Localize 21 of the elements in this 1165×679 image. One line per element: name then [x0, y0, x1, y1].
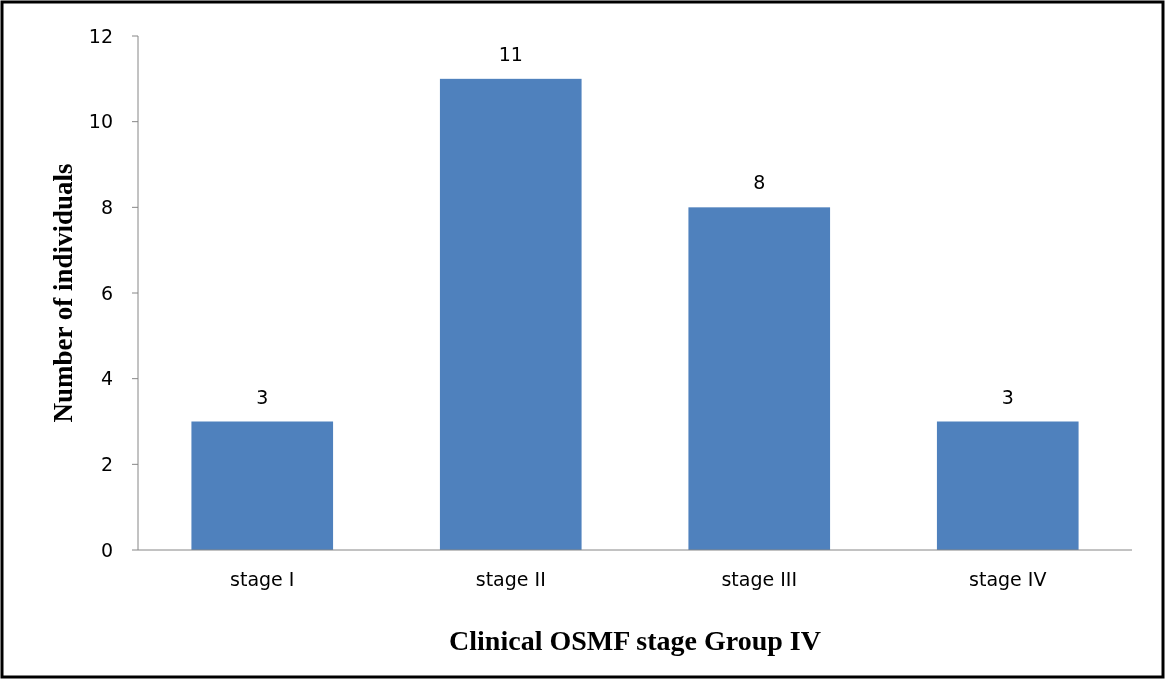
data-label: 8: [753, 171, 766, 194]
bar: [936, 421, 1079, 550]
y-tick-label: 10: [88, 110, 113, 133]
y-tick-label: 4: [100, 367, 113, 390]
x-tick-label: stage III: [721, 568, 798, 590]
y-tick-label: 2: [100, 452, 113, 475]
data-label: 3: [256, 385, 269, 408]
x-axis-title: Clinical OSMF stage Group IV: [449, 625, 821, 656]
bar: [439, 78, 582, 550]
data-label: 3: [1001, 385, 1014, 408]
x-tick-label: stage IV: [969, 568, 1047, 590]
y-tick-label: 6: [100, 281, 113, 304]
data-label: 11: [498, 42, 523, 65]
bar: [688, 207, 831, 550]
x-tick-label: stage II: [475, 568, 546, 590]
bar: [191, 421, 334, 550]
y-tick-label: 8: [100, 195, 113, 218]
y-tick-label: 12: [88, 24, 113, 47]
y-tick-label: 0: [100, 538, 113, 561]
x-tick-label: stage I: [230, 568, 295, 590]
y-axis-title: Number of individuals: [48, 163, 78, 423]
